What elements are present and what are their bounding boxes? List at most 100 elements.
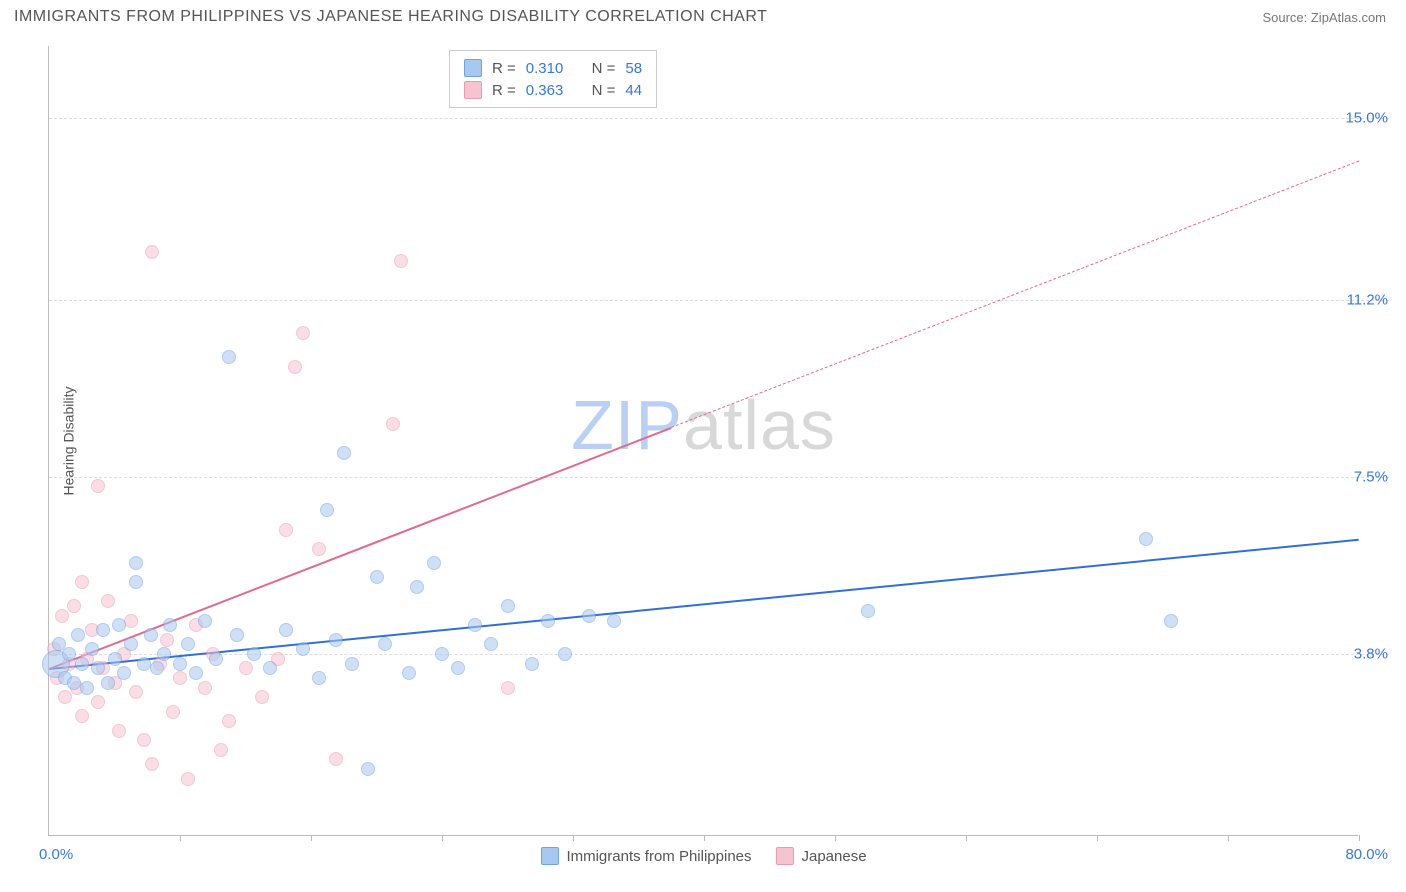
swatch-japanese bbox=[464, 81, 482, 99]
data-point-philippines bbox=[163, 618, 177, 632]
data-point-philippines bbox=[173, 657, 187, 671]
data-point-philippines bbox=[427, 556, 441, 570]
data-point-philippines bbox=[222, 350, 236, 364]
gridline bbox=[49, 118, 1389, 119]
data-point-philippines bbox=[1139, 532, 1153, 546]
data-point-philippines bbox=[1164, 614, 1178, 628]
data-point-japanese bbox=[239, 661, 253, 675]
data-point-philippines bbox=[144, 628, 158, 642]
watermark-atlas: atlas bbox=[683, 386, 836, 464]
series-label-philippines: Immigrants from Philippines bbox=[566, 848, 751, 865]
data-point-philippines bbox=[361, 762, 375, 776]
x-tick bbox=[1359, 835, 1360, 841]
data-point-japanese bbox=[91, 695, 105, 709]
gridline bbox=[49, 477, 1389, 478]
data-point-philippines bbox=[129, 575, 143, 589]
data-point-philippines bbox=[198, 614, 212, 628]
series-legend: Immigrants from Philippines Japanese bbox=[540, 847, 866, 865]
data-point-philippines bbox=[484, 637, 498, 651]
data-point-japanese bbox=[112, 724, 126, 738]
data-point-philippines bbox=[62, 647, 76, 661]
data-point-philippines bbox=[345, 657, 359, 671]
data-point-philippines bbox=[410, 580, 424, 594]
data-point-philippines bbox=[230, 628, 244, 642]
data-point-philippines bbox=[124, 637, 138, 651]
r-value-japanese: 0.363 bbox=[526, 82, 564, 99]
data-point-japanese bbox=[145, 245, 159, 259]
data-point-philippines bbox=[209, 652, 223, 666]
data-point-philippines bbox=[157, 647, 171, 661]
x-axis-min-label: 0.0% bbox=[39, 846, 73, 863]
data-point-philippines bbox=[67, 676, 81, 690]
n-label: N = bbox=[592, 60, 616, 77]
data-point-philippines bbox=[525, 657, 539, 671]
data-point-japanese bbox=[145, 757, 159, 771]
data-point-philippines bbox=[296, 642, 310, 656]
data-point-japanese bbox=[198, 681, 212, 695]
data-point-philippines bbox=[320, 503, 334, 517]
legend-item-japanese: Japanese bbox=[776, 847, 867, 865]
chart-title: IMMIGRANTS FROM PHILIPPINES VS JAPANESE … bbox=[14, 8, 767, 26]
data-point-philippines bbox=[112, 618, 126, 632]
data-point-philippines bbox=[247, 647, 261, 661]
data-point-japanese bbox=[75, 709, 89, 723]
swatch-philippines bbox=[464, 59, 482, 77]
n-value-philippines: 58 bbox=[625, 60, 642, 77]
x-tick bbox=[704, 835, 705, 841]
data-point-japanese bbox=[55, 609, 69, 623]
data-point-japanese bbox=[129, 685, 143, 699]
chart-container: Hearing Disability ZIPatlas R = 0.310 N … bbox=[48, 46, 1388, 836]
data-point-japanese bbox=[312, 542, 326, 556]
trend-line bbox=[49, 539, 1359, 670]
data-point-philippines bbox=[71, 628, 85, 642]
data-point-philippines bbox=[181, 637, 195, 651]
data-point-philippines bbox=[451, 661, 465, 675]
data-point-philippines bbox=[541, 614, 555, 628]
data-point-philippines bbox=[150, 661, 164, 675]
y-tick-label: 3.8% bbox=[1328, 646, 1388, 663]
y-tick-label: 15.0% bbox=[1328, 109, 1388, 126]
n-value-japanese: 44 bbox=[625, 82, 642, 99]
x-tick bbox=[311, 835, 312, 841]
x-tick bbox=[1228, 835, 1229, 841]
x-tick bbox=[1097, 835, 1098, 841]
data-point-philippines bbox=[468, 618, 482, 632]
data-point-philippines bbox=[129, 556, 143, 570]
x-tick bbox=[442, 835, 443, 841]
data-point-philippines bbox=[501, 599, 515, 613]
x-tick bbox=[180, 835, 181, 841]
data-point-japanese bbox=[279, 523, 293, 537]
data-point-japanese bbox=[386, 417, 400, 431]
legend-row-japanese: R = 0.363 N = 44 bbox=[464, 79, 642, 101]
data-point-philippines bbox=[378, 637, 392, 651]
data-point-philippines bbox=[279, 623, 293, 637]
data-point-japanese bbox=[160, 633, 174, 647]
data-point-philippines bbox=[80, 681, 94, 695]
data-point-philippines bbox=[558, 647, 572, 661]
data-point-philippines bbox=[337, 446, 351, 460]
data-point-philippines bbox=[75, 657, 89, 671]
y-tick-label: 7.5% bbox=[1328, 468, 1388, 485]
data-point-japanese bbox=[101, 594, 115, 608]
r-value-philippines: 0.310 bbox=[526, 60, 564, 77]
legend-item-philippines: Immigrants from Philippines bbox=[540, 847, 751, 865]
y-tick-label: 11.2% bbox=[1328, 291, 1388, 308]
data-point-japanese bbox=[288, 360, 302, 374]
r-label: R = bbox=[492, 82, 516, 99]
n-label: N = bbox=[592, 82, 616, 99]
data-point-philippines bbox=[607, 614, 621, 628]
plot-area: ZIPatlas R = 0.310 N = 58 R = 0.363 N = … bbox=[48, 46, 1358, 836]
data-point-philippines bbox=[117, 666, 131, 680]
data-point-japanese bbox=[91, 479, 105, 493]
data-point-philippines bbox=[137, 657, 151, 671]
data-point-philippines bbox=[85, 642, 99, 656]
data-point-japanese bbox=[222, 714, 236, 728]
data-point-philippines bbox=[435, 647, 449, 661]
data-point-japanese bbox=[181, 772, 195, 786]
r-label: R = bbox=[492, 60, 516, 77]
data-point-philippines bbox=[861, 604, 875, 618]
data-point-japanese bbox=[75, 575, 89, 589]
data-point-japanese bbox=[58, 690, 72, 704]
legend-row-philippines: R = 0.310 N = 58 bbox=[464, 57, 642, 79]
data-point-philippines bbox=[312, 671, 326, 685]
